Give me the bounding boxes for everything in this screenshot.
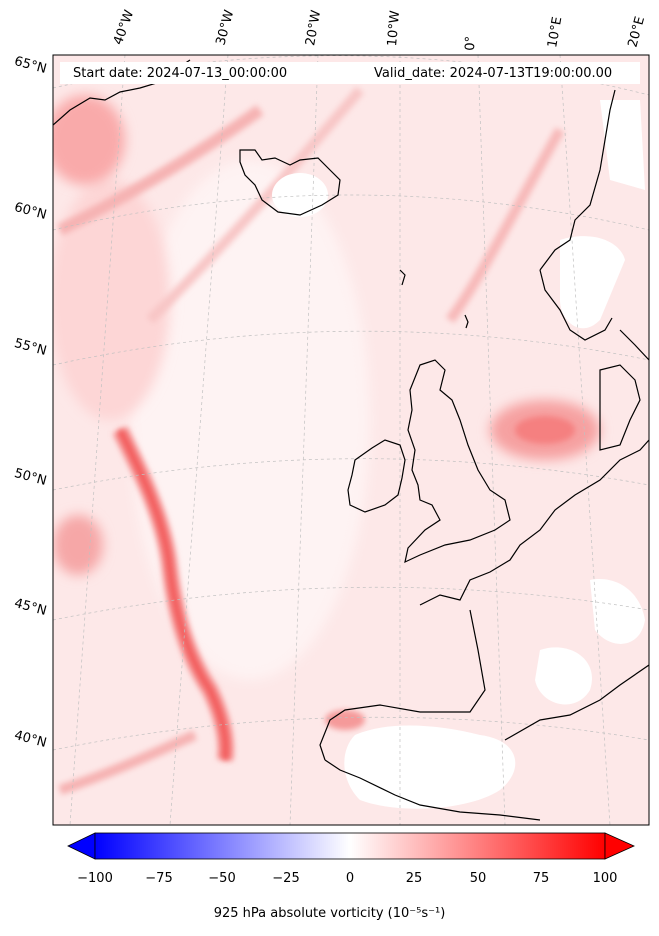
- colorbar-high-extend: [604, 832, 635, 860]
- colorbar-bar: [94, 832, 606, 860]
- map-frame: [52, 54, 650, 826]
- start-date-label: Start date: 2024-07-13_00:00:00: [73, 66, 288, 81]
- colorbar-tick: 100: [592, 871, 618, 886]
- colorbar-tick: 25: [405, 871, 423, 886]
- low-vorticity-patches: [272, 100, 645, 809]
- colorbar-tick: 50: [469, 871, 487, 886]
- colorbar-tick: −50: [208, 871, 236, 886]
- colorbar-tick: −100: [77, 871, 113, 886]
- lon-label-10w: 10°W: [385, 9, 404, 47]
- coastlines: [53, 59, 649, 821]
- colorbar-low-extend: [67, 832, 96, 860]
- lon-label-0: 0°: [463, 35, 479, 51]
- colorbar-tick: −25: [272, 871, 300, 886]
- colorbar-tick: −75: [145, 871, 173, 886]
- colorbar-tick: 75: [532, 871, 550, 886]
- colorbar-label: 925 hPa absolute vorticity (10⁻⁵s⁻¹): [213, 906, 446, 921]
- colorbar: [67, 832, 635, 860]
- colorbar-tick: 0: [345, 871, 355, 886]
- vorticity-field: [53, 55, 649, 825]
- valid-date-label: Valid_date: 2024-07-13T19:00:00.00: [374, 66, 613, 81]
- header-box: [60, 62, 640, 84]
